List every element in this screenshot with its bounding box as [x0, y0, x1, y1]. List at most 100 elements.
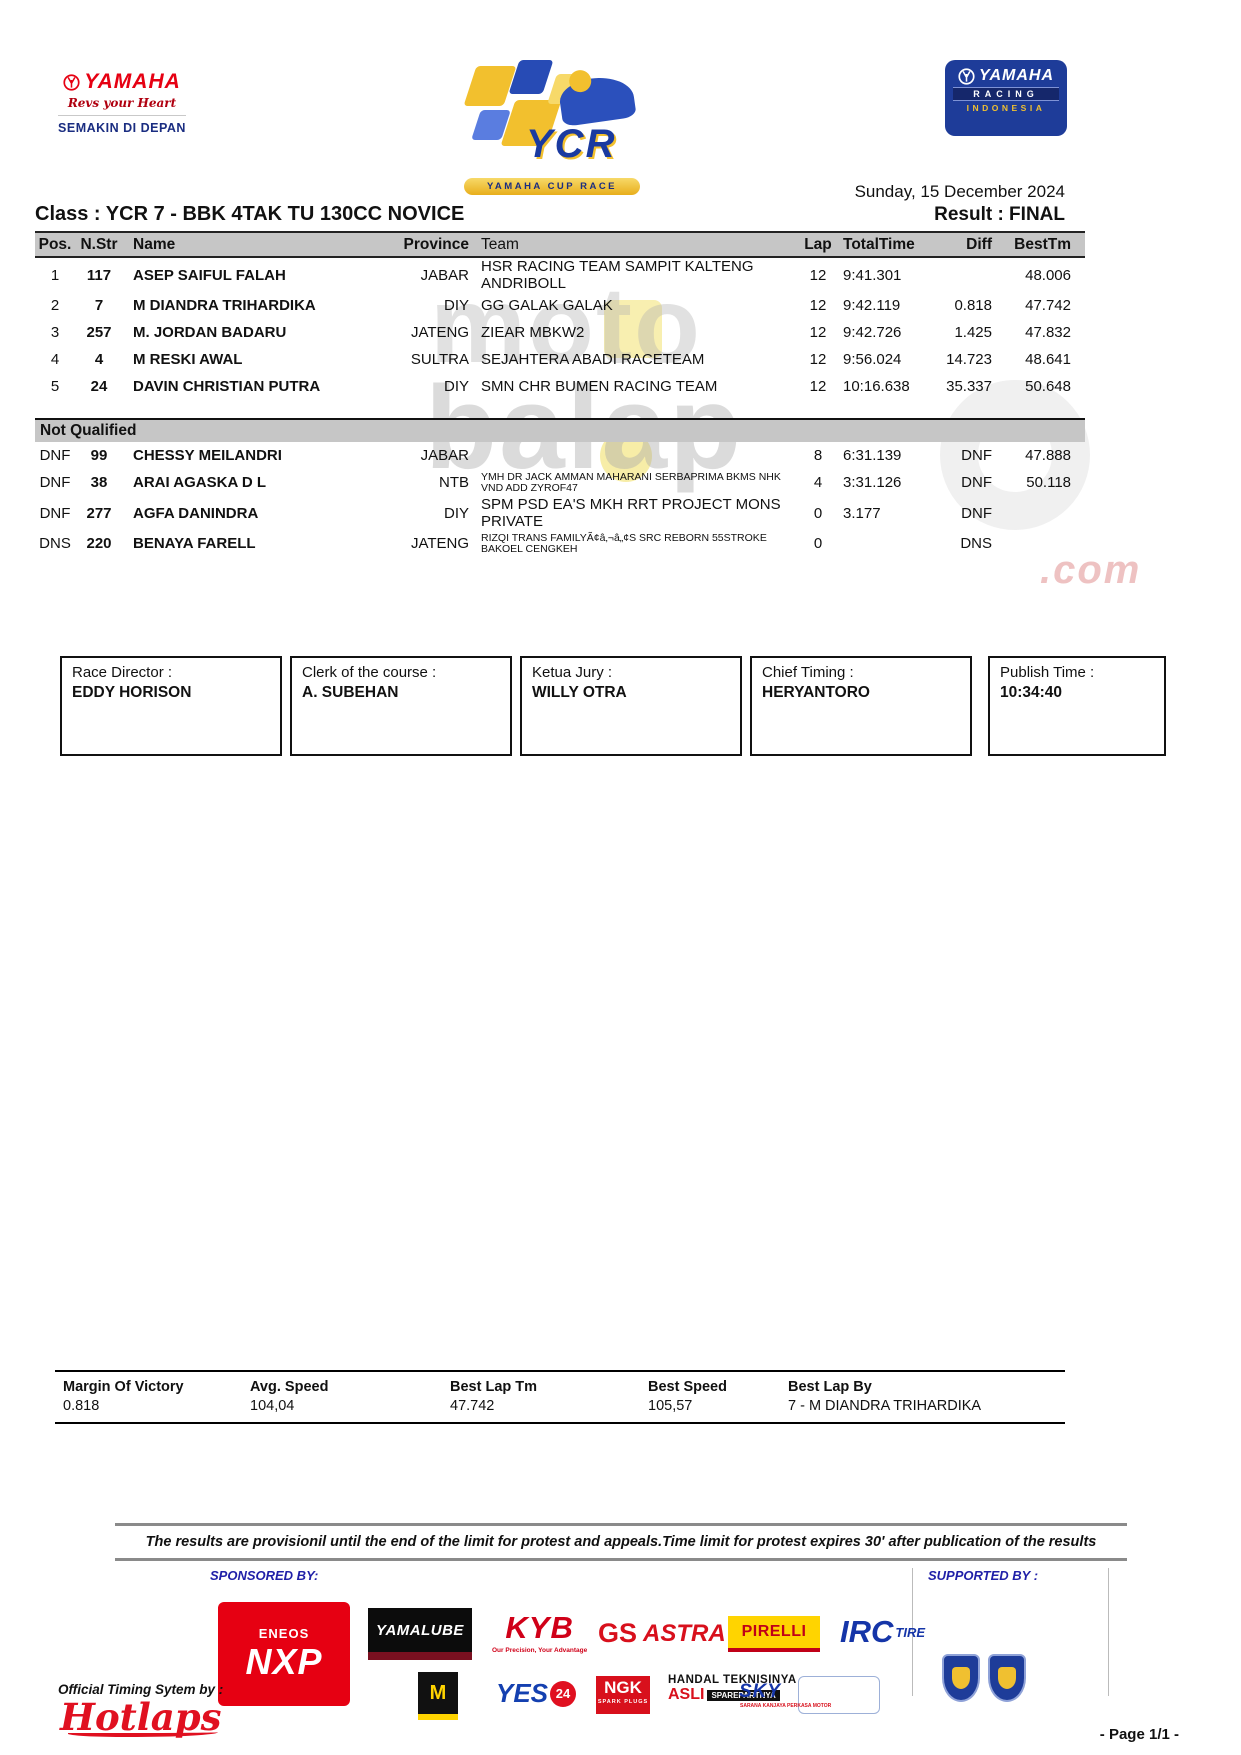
- checker-shape: [508, 60, 554, 94]
- handal-logo: HANDAL TEKNISINYA ASLI SPAREPARTNYA: [668, 1674, 797, 1704]
- yamaha-left-tagline: Revs your Heart: [67, 96, 177, 110]
- table-row: 4 4 M RESKI AWAL SULTRA SEJAHTERA ABADI …: [35, 346, 1085, 373]
- stat-label: Best Lap By: [788, 1379, 872, 1395]
- official-role: Race Director :: [72, 664, 173, 681]
- nstr-cell: 4: [94, 351, 104, 368]
- lap-cell: 4: [813, 474, 823, 491]
- pos-cell: 4: [50, 351, 60, 368]
- eneos-nxp-logo: ENEOS NXP: [218, 1602, 350, 1706]
- totaltime-cell: 9:56.024: [843, 351, 902, 368]
- col-header-name: Name: [133, 235, 176, 253]
- totaltime-cell: 9:41.301: [843, 266, 902, 284]
- name-cell: BENAYA FARELL: [133, 535, 256, 552]
- nstr-cell: 99: [90, 447, 108, 464]
- besttm-cell: 50.118: [1026, 474, 1071, 491]
- timing-label: Official Timing Sytem by :: [58, 1682, 224, 1697]
- pos-cell: 3: [50, 324, 60, 341]
- besttm-cell: 47.888: [1025, 447, 1071, 464]
- official-role: Ketua Jury :: [532, 664, 613, 681]
- status-cell: DNS: [39, 535, 71, 552]
- kyb-logo: KYB Our Precision, Your Advantage: [492, 1610, 587, 1654]
- diff-cell: 35.337: [946, 378, 992, 395]
- totaltime-cell: 9:42.119: [843, 297, 901, 314]
- stat-value: 47.742: [450, 1398, 495, 1414]
- yes-label: YES: [496, 1678, 549, 1708]
- diff-cell: 1.425: [954, 324, 992, 341]
- team-cell: YMH DR JACK AMMAN MAHARANI SERBAPRIMA BK…: [481, 470, 781, 494]
- watermark-text-com: .com: [1040, 548, 1142, 592]
- status-cell: DNF: [39, 474, 71, 491]
- clerk-of-course-box: Clerk of the course : A. SUBEHAN: [290, 656, 512, 756]
- imi-badge-icon: [988, 1654, 1026, 1702]
- official-role: Publish Time :: [1000, 664, 1095, 681]
- diff-cell: DNS: [960, 535, 992, 552]
- not-qualified-title: Not Qualified: [35, 418, 1085, 442]
- ycr-banner: YAMAHA CUP RACE: [464, 178, 640, 195]
- racing-label: RACING: [953, 87, 1059, 101]
- table-row: 5 24 DAVIN CHRISTIAN PUTRA DIY SMN CHR B…: [35, 373, 1085, 400]
- name-cell: ASEP SAIFUL FALAH: [133, 266, 286, 284]
- totaltime-cell: 3.177: [843, 504, 881, 522]
- sky-logo: SKY SARANA KANJAYA PERKASA MOTOR: [739, 1676, 880, 1714]
- province-cell: DIY: [443, 297, 469, 314]
- nxp-label: NXP: [245, 1640, 323, 1682]
- table-row: DNS 220 BENAYA FARELL JATENG RIZQI TRANS…: [35, 530, 1085, 557]
- sparepart-label: SPAREPARTNYA: [707, 1689, 780, 1701]
- province-cell: SULTRA: [410, 351, 469, 368]
- yamaha-left-subtitle: SEMAKIN DI DEPAN: [58, 121, 186, 135]
- team-cell: ZIEAR MBKW2: [481, 324, 585, 341]
- province-cell: JATENG: [410, 535, 469, 552]
- stat-label: Margin Of Victory: [63, 1379, 184, 1395]
- nstr-cell: 7: [94, 297, 104, 314]
- lap-cell: 12: [809, 324, 827, 341]
- stat-value: 7 - M DIANDRA TRIHARDIKA: [788, 1398, 982, 1414]
- lap-cell: 12: [809, 297, 827, 314]
- chief-timing-box: Chief Timing : HERYANTORO: [750, 656, 972, 756]
- table-row: 2 7 M DIANDRA TRIHARDIKA DIY GG GALAK GA…: [35, 292, 1085, 319]
- event-date: Sunday, 15 December 2024: [854, 182, 1065, 201]
- table-row: 1 117 ASEP SAIFUL FALAH JABAR HSR RACING…: [35, 258, 1085, 292]
- table-row: DNF 277 AGFA DANINDRA DIY SPM PSD EA'S M…: [35, 496, 1085, 530]
- lap-cell: 12: [809, 266, 827, 284]
- team-cell: RIZQI TRANS FAMILYÃ¢â‚¬â„¢S SRC REBORN 5…: [481, 531, 767, 555]
- col-header-lap: Lap: [804, 235, 832, 253]
- province-cell: JABAR: [420, 266, 469, 284]
- status-cell: DNF: [39, 447, 71, 464]
- province-cell: NTB: [439, 474, 469, 491]
- totaltime-cell: 9:42.726: [843, 324, 902, 341]
- official-timing: Official Timing Sytem by : Hotlaps: [58, 1682, 223, 1737]
- province-cell: JATENG: [410, 324, 469, 341]
- indonesia-label: INDONESIA: [966, 103, 1046, 113]
- officials-row: Race Director : EDDY HORISON Clerk of th…: [60, 656, 1180, 756]
- team-cell: SMN CHR BUMEN RACING TEAM: [481, 378, 718, 395]
- stat-value: 0.818: [63, 1398, 100, 1414]
- besttm-cell: 48.006: [1025, 266, 1071, 284]
- col-header-province: Province: [403, 235, 469, 253]
- ketua-jury-box: Ketua Jury : WILLY OTRA: [520, 656, 742, 756]
- not-qualified-section: Not Qualified DNF 99 CHESSY MEILANDRI JA…: [35, 418, 1085, 557]
- handal-line1: HANDAL TEKNISINYA: [668, 1674, 797, 1686]
- col-header-nstr: N.Str: [80, 235, 118, 253]
- rider-graphic: [557, 73, 637, 127]
- stat-label: Avg. Speed: [250, 1379, 329, 1395]
- pos-cell: 5: [50, 378, 60, 395]
- official-role: Chief Timing :: [762, 664, 854, 681]
- col-header-totaltime: TotalTime: [843, 235, 915, 253]
- besttm-cell: 48.641: [1025, 351, 1071, 368]
- yamaha-left-brand: YAMAHA: [84, 70, 181, 93]
- diff-cell: 0.818: [954, 297, 992, 314]
- irc-tire-logo: IRC TIRE: [840, 1614, 925, 1650]
- lap-cell: 0: [813, 504, 823, 522]
- checker-shape: [463, 66, 517, 106]
- result-status: Result : FINAL: [934, 204, 1065, 225]
- lap-cell: 8: [813, 447, 823, 464]
- yamalube-logo: YAMALUBE: [368, 1608, 472, 1660]
- class-title: Class : YCR 7 - BBK 4TAK TU 130CC NOVICE: [35, 203, 465, 225]
- nstr-cell: 257: [86, 324, 112, 341]
- results-table: Pos. N.Str Name Province Team Lap TotalT…: [35, 231, 1085, 400]
- table-row: DNF 99 CHESSY MEILANDRI JABAR 8 6:31.139…: [35, 442, 1085, 469]
- diff-cell: 14.723: [946, 351, 992, 368]
- totaltime-cell: 10:16.638: [843, 378, 910, 395]
- team-cell: SPM PSD EA'S MKH RRT PROJECT MONS PRIVAT…: [481, 496, 781, 530]
- provisional-disclaimer: The results are provisionil until the en…: [115, 1523, 1127, 1561]
